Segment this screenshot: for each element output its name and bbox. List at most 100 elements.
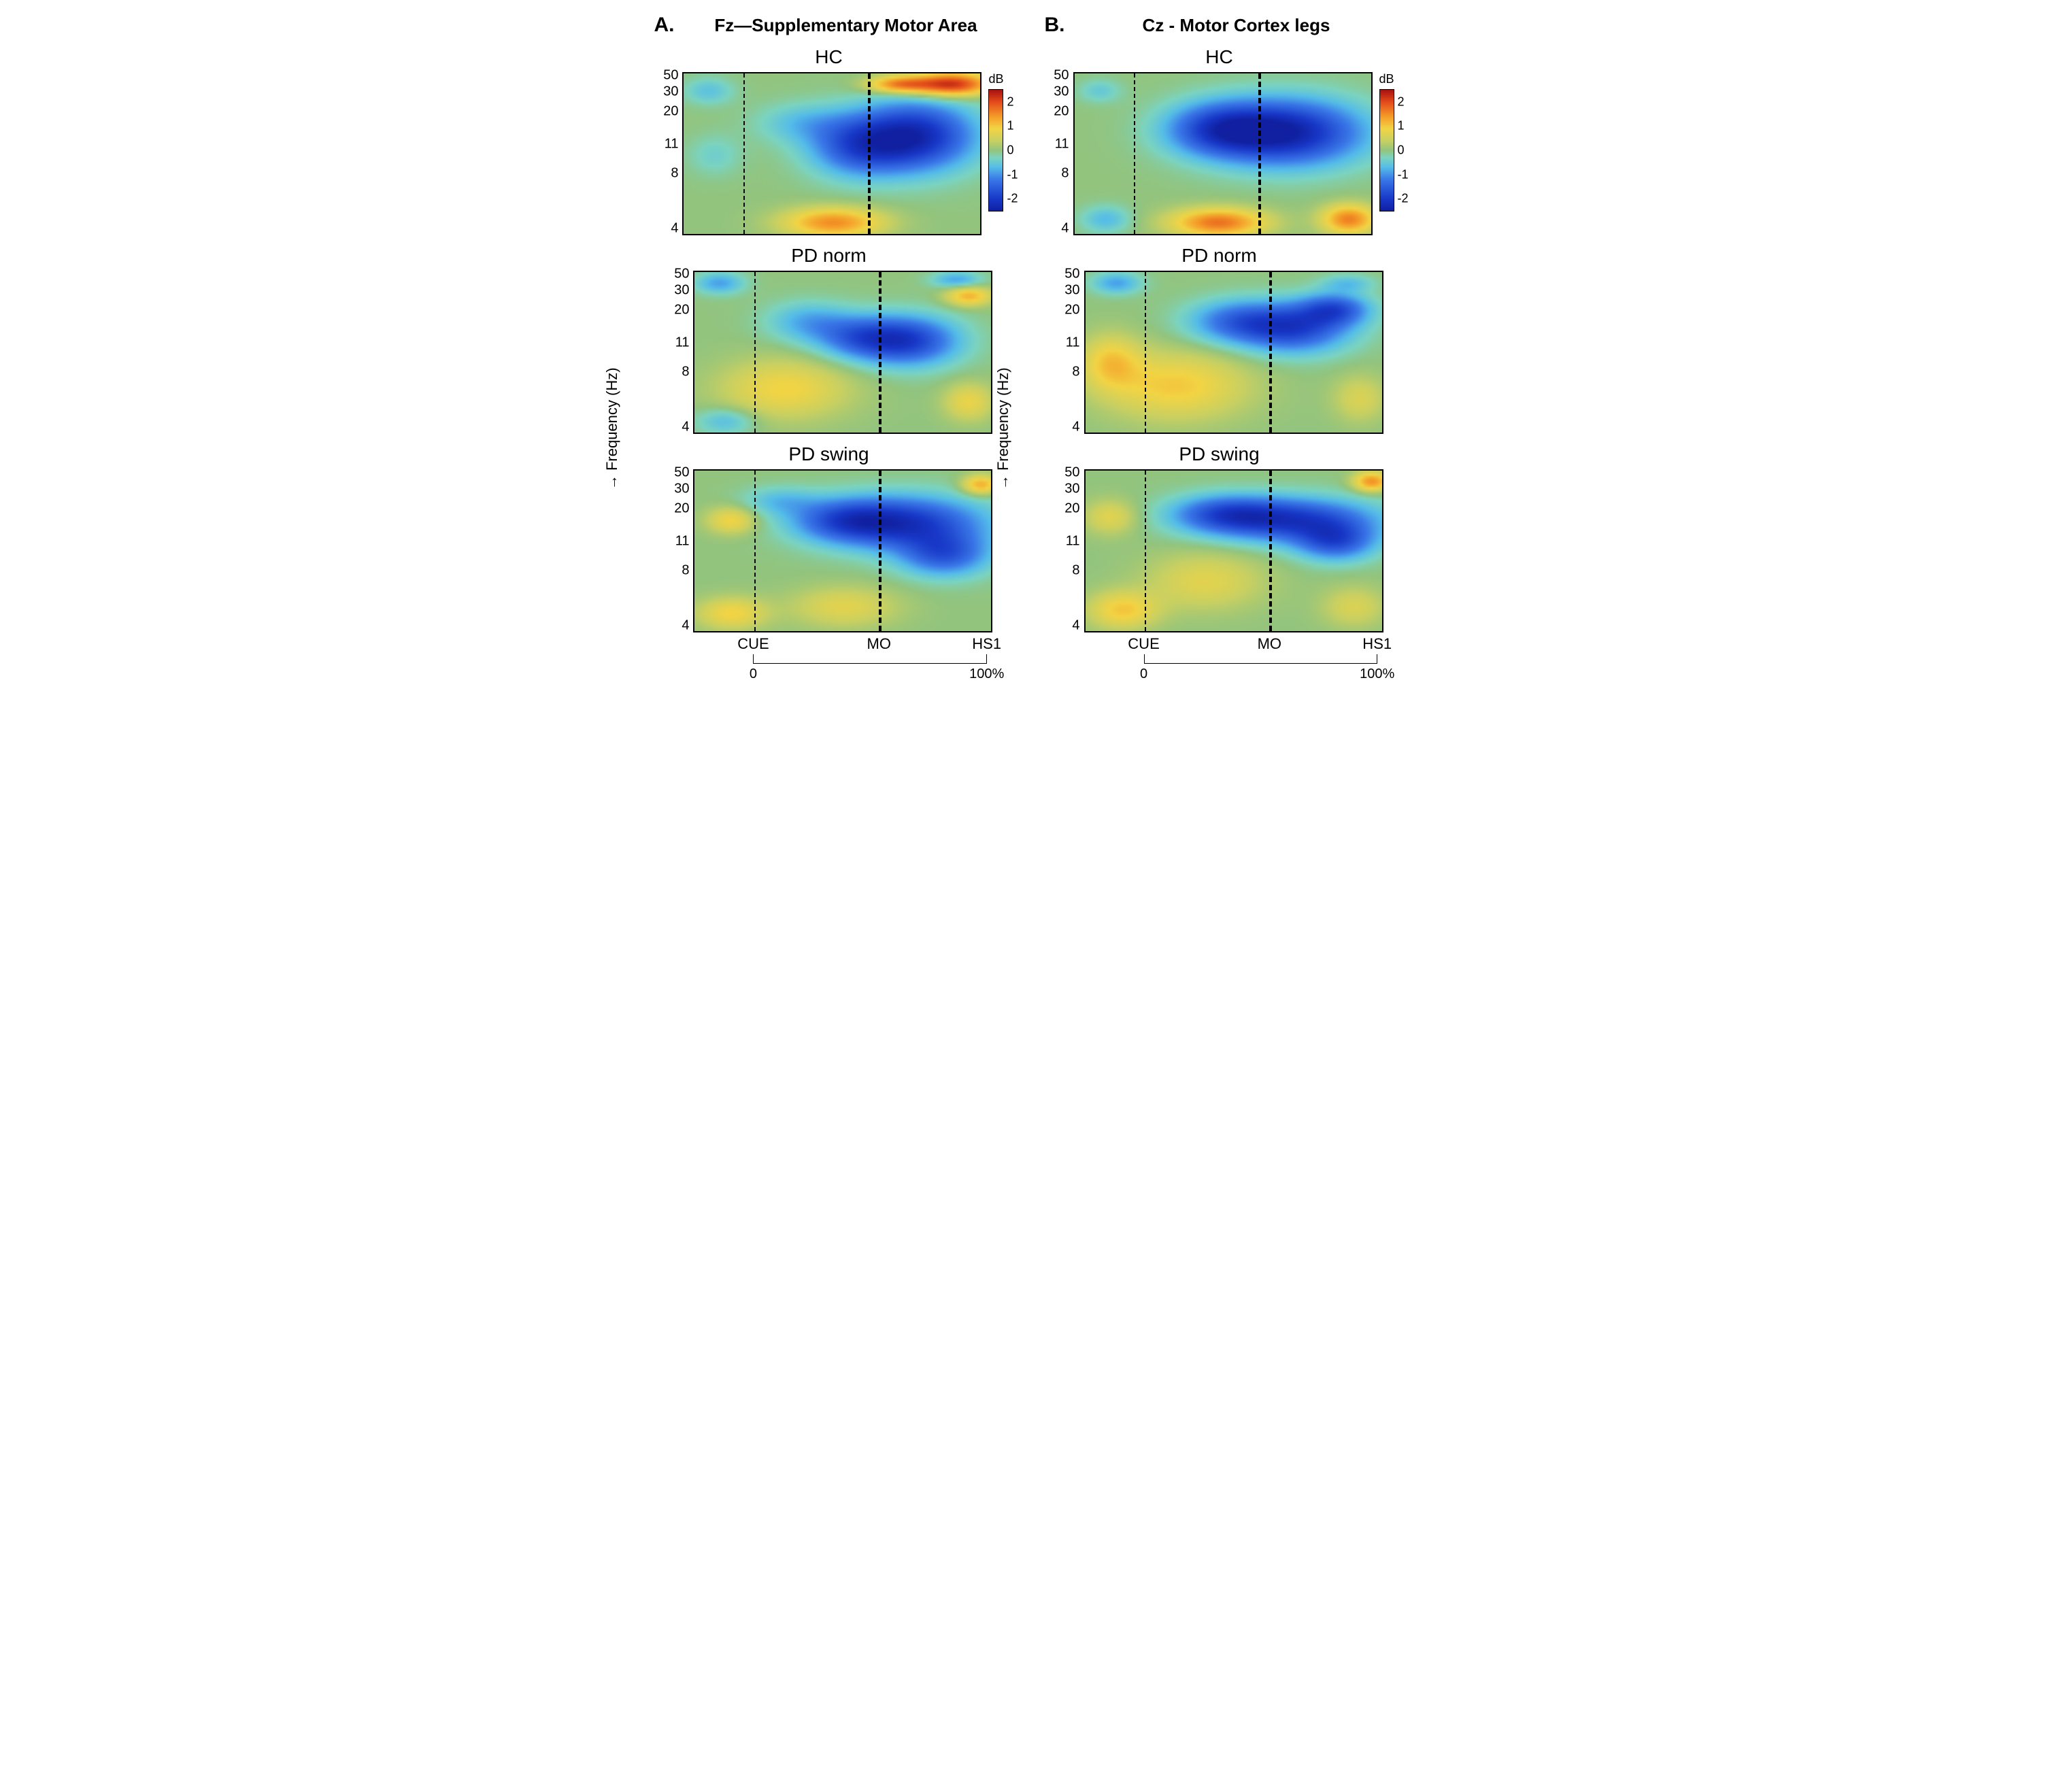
y-axis-label: → Frequency (Hz) <box>994 367 1012 490</box>
colorbar-tick: 0 <box>1007 143 1013 158</box>
plot-row: 5030201184dB210-1-2 <box>654 72 1003 235</box>
y-tick: 30 <box>1064 481 1079 496</box>
y-tick: 4 <box>671 221 678 237</box>
subplot-title: PD norm <box>1181 245 1256 267</box>
y-tick: 50 <box>1064 464 1079 480</box>
colorbar-title: dB <box>988 72 1003 86</box>
percent-axis: 0100% <box>1084 654 1383 688</box>
event-marker-line <box>754 471 756 631</box>
column-title: Cz - Motor Cortex legs <box>1079 15 1394 36</box>
event-marker-line <box>1269 471 1272 631</box>
x-tick-label: HS1 <box>972 635 1001 653</box>
colorbar-ticks: 210-1-2 <box>1007 90 1027 211</box>
spectrogram-plot <box>1073 72 1373 235</box>
y-tick: 4 <box>682 618 689 634</box>
subplot: PD norm5030201184 <box>1056 245 1383 434</box>
spectrogram-plot <box>693 271 992 434</box>
y-tick: 50 <box>1054 67 1069 83</box>
subplot-title: HC <box>1205 46 1232 68</box>
percent-start-label: 0 <box>1140 666 1147 682</box>
x-tick-label: HS1 <box>1362 635 1392 653</box>
plot-row: 5030201184 <box>665 271 992 434</box>
y-tick: 11 <box>1066 335 1080 350</box>
colorbar-gradient: 210-1-2 <box>1379 89 1394 212</box>
y-tick: 8 <box>671 165 678 181</box>
spectrogram-canvas <box>1086 272 1382 433</box>
y-tick: 4 <box>1061 221 1069 237</box>
colorbar-tick: 2 <box>1007 95 1013 109</box>
x-tick-label: CUE <box>737 635 769 653</box>
event-marker-line <box>879 272 882 433</box>
y-tick: 50 <box>1064 266 1079 282</box>
percent-axis: 0100% <box>693 654 992 688</box>
y-tick: 20 <box>663 103 678 119</box>
event-marker-line <box>1134 73 1135 234</box>
y-tick: 11 <box>665 136 679 152</box>
subplot: HC 5030 20 11 8 4 dB210-1-2 <box>654 46 1003 235</box>
x-axis: CUEMOHS1 <box>1084 632 1383 654</box>
spectrogram-canvas <box>1086 471 1382 631</box>
spectrogram-canvas <box>1075 73 1371 234</box>
x-axis: CUEMOHS1 <box>693 632 992 654</box>
subplot-title: HC <box>815 46 842 68</box>
colorbar-tick: -1 <box>1007 167 1018 182</box>
percent-end-label: 100% <box>969 666 1004 682</box>
plot-row: 5030201184→ Frequency (Hz) <box>665 469 992 632</box>
spectrogram-plot <box>682 72 981 235</box>
spectrogram-canvas <box>694 471 991 631</box>
colorbar-tick: 2 <box>1398 95 1405 109</box>
plot-row: 5030201184 <box>1056 271 1383 434</box>
y-tick: 50 <box>674 464 689 480</box>
subplot: PD norm 5030201184 <box>665 245 992 434</box>
event-marker-line <box>1145 471 1146 631</box>
spectrogram-plot <box>1084 271 1383 434</box>
x-tick-label: CUE <box>1128 635 1159 653</box>
event-marker-line <box>1145 272 1146 433</box>
x-tick-label: MO <box>867 635 891 653</box>
percent-bracket <box>1144 654 1377 664</box>
y-tick: 8 <box>1061 165 1069 181</box>
spectrogram-canvas <box>694 272 991 433</box>
percent-bracket <box>753 654 986 664</box>
y-axis: 5030201184 <box>654 72 682 235</box>
y-tick: 8 <box>1072 562 1079 578</box>
subplot: PD swing5030201184→ Frequency (Hz)CUEMOH… <box>665 443 992 688</box>
colorbar-tick: 1 <box>1007 119 1013 133</box>
subplot-title: PD norm <box>791 245 866 267</box>
percent-start-label: 0 <box>750 666 757 682</box>
y-tick: 30 <box>1054 84 1069 99</box>
plot-row: 5030201184dB210-1-2 <box>1045 72 1394 235</box>
column-1: B.Cz - Motor Cortex legsHC5030201184dB21… <box>1045 14 1394 698</box>
y-tick: 30 <box>674 282 689 298</box>
y-tick: 11 <box>675 335 690 350</box>
colorbar: dB210-1-2 <box>1379 72 1394 212</box>
event-marker-line <box>754 272 756 433</box>
panel-letter: B. <box>1045 14 1065 37</box>
y-tick: 20 <box>674 501 689 516</box>
event-marker-line <box>879 471 882 631</box>
colorbar-tick: 0 <box>1398 143 1405 158</box>
colorbar-tick: -2 <box>1398 192 1409 206</box>
spectrogram-plot <box>1084 469 1383 632</box>
y-tick: 11 <box>1066 533 1080 549</box>
y-axis: 5030201184 <box>665 271 693 434</box>
y-tick: 11 <box>1055 136 1069 152</box>
event-marker-line <box>868 73 871 234</box>
y-tick: 20 <box>1054 103 1069 119</box>
y-tick: 30 <box>663 84 678 99</box>
y-tick: 8 <box>682 562 689 578</box>
colorbar: dB210-1-2 <box>988 72 1003 212</box>
x-tick-label: MO <box>1258 635 1281 653</box>
subplot-title: PD swing <box>788 443 869 465</box>
y-tick: 50 <box>674 266 689 282</box>
column-header: B. Cz - Motor Cortex legs <box>1045 14 1394 41</box>
y-tick: 8 <box>1072 364 1079 379</box>
event-marker-line <box>1269 272 1272 433</box>
y-tick: 50 <box>663 67 678 83</box>
plot-row: 5030201184→ Frequency (Hz) <box>1056 469 1383 632</box>
column-0: A.Fz—Supplementary Motor AreaHC503020118… <box>654 14 1003 698</box>
y-tick: 20 <box>1064 302 1079 318</box>
subplot-title: PD swing <box>1179 443 1259 465</box>
y-axis: 5030201184 <box>1056 271 1084 434</box>
percent-end-label: 100% <box>1360 666 1394 682</box>
